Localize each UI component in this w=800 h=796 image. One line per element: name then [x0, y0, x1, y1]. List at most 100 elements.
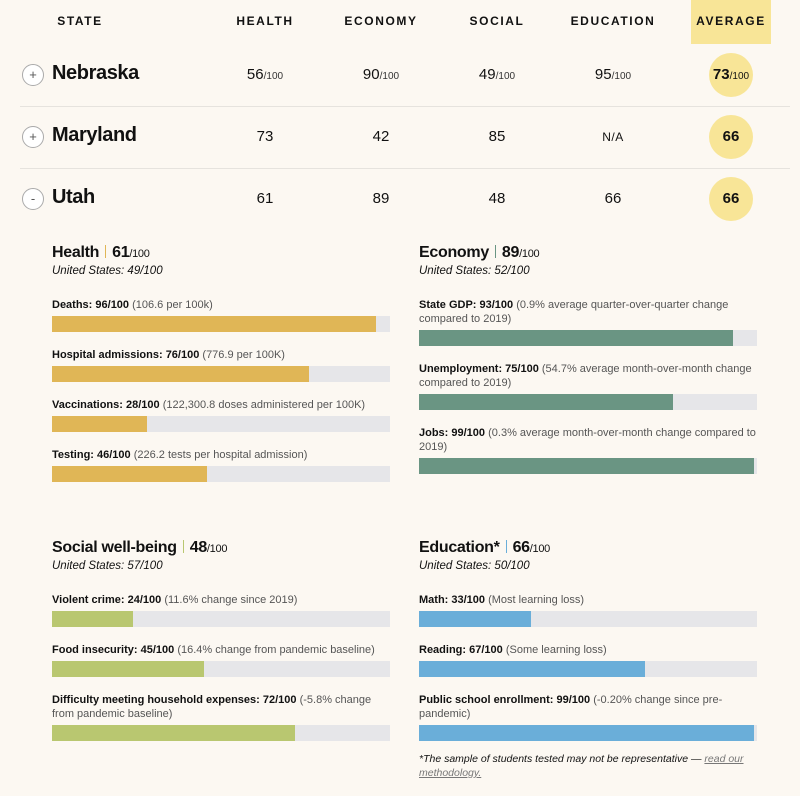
- metric-bar-track: [419, 394, 757, 410]
- metric-name: Difficulty meeting household expenses: 7…: [52, 694, 297, 706]
- metric-label: Reading: 67/100 (Some learning loss): [419, 643, 757, 657]
- metric-name: Reading: 67/100: [419, 644, 503, 656]
- out-of: /100: [519, 248, 540, 260]
- out-of: /100: [729, 71, 750, 82]
- metric-bar-fill: [419, 394, 673, 410]
- metric-bar-fill: [419, 661, 646, 677]
- divider: [494, 245, 496, 258]
- category-name: Social well-being: [52, 539, 177, 556]
- education-score: 66: [558, 190, 668, 207]
- social-score: 49/100: [442, 66, 552, 83]
- metric-bar-fill: [419, 611, 531, 627]
- metric-item: Hospital admissions: 76/100 (776.9 per 1…: [52, 348, 390, 382]
- category-score: 48: [189, 539, 208, 556]
- table-row[interactable]: + Maryland 73 42 85 N/A 66: [20, 106, 790, 169]
- metric-bar-track: [52, 611, 390, 627]
- metric-bar-fill: [52, 611, 134, 627]
- expand-button[interactable]: +: [22, 64, 44, 86]
- education-value: 95: [594, 66, 612, 83]
- divider: [182, 540, 184, 553]
- metric-label: State GDP: 93/100 (0.9% average quarter-…: [419, 298, 757, 326]
- table-row[interactable]: + Nebraska 56/100 90/100 49/100 95/100 73/100: [20, 44, 790, 107]
- category-name: Economy: [419, 244, 489, 261]
- us-average: United States: 49/100: [52, 265, 163, 277]
- health-value: 56: [246, 66, 264, 83]
- state-name: Utah: [52, 186, 95, 208]
- metric-detail: (11.6% change since 2019): [164, 594, 298, 606]
- expand-button[interactable]: +: [22, 126, 44, 148]
- metric-label: Jobs: 99/100 (0.3% average month-over-mo…: [419, 426, 757, 454]
- social-value: 49: [478, 66, 496, 83]
- header-social[interactable]: SOCIAL: [469, 14, 525, 28]
- metric-bar-fill: [52, 466, 208, 482]
- metric-detail: (Some learning loss): [505, 644, 607, 656]
- metric-name: Hospital admissions: 76/100: [52, 349, 200, 361]
- out-of: /100: [206, 543, 228, 555]
- metric-bar-track: [52, 466, 390, 482]
- metric-item: State GDP: 93/100 (0.9% average quarter-…: [419, 298, 757, 346]
- out-of: /100: [129, 248, 150, 260]
- metric-bar-track: [52, 661, 390, 677]
- metric-label: Violent crime: 24/100 (11.6% change sinc…: [52, 593, 390, 607]
- metric-detail: (226.2 tests per hospital admission): [133, 449, 308, 461]
- economy-value: 89: [372, 190, 390, 207]
- state-name: Maryland: [52, 124, 137, 146]
- average-score-badge: 73/100: [709, 53, 753, 97]
- social-value: 48: [488, 190, 506, 207]
- metric-bar-track: [419, 458, 757, 474]
- category-name: Health: [52, 244, 100, 261]
- panel-title: Health 61/100: [52, 243, 390, 263]
- panel-title: Economy 89/100: [419, 243, 757, 263]
- metric-detail: (54.7% average month-over-month change c…: [419, 363, 752, 389]
- metric-bar-track: [419, 725, 757, 741]
- category-name: Education*: [419, 539, 500, 556]
- metric-name: Food insecurity: 45/100: [52, 644, 175, 656]
- us-average: United States: 52/100: [419, 265, 530, 277]
- metric-name: Unemployment: 75/100: [419, 363, 539, 375]
- health-score: 56/100: [210, 66, 320, 83]
- metric-name: Public school enrollment: 99/100: [419, 694, 591, 706]
- header-economy[interactable]: ECONOMY: [344, 14, 418, 28]
- metric-bar-fill: [52, 366, 309, 382]
- average-value: 66: [722, 190, 740, 207]
- header-education[interactable]: EDUCATION: [570, 14, 656, 28]
- metric-bar-fill: [52, 416, 147, 432]
- panel-title: Social well-being 48/100: [52, 538, 390, 558]
- out-of: /100: [379, 71, 400, 82]
- metric-name: Deaths: 96/100: [52, 299, 130, 311]
- economy-panel: Economy 89/100 United States: 52/100 Stat…: [419, 243, 757, 490]
- metric-label: Food insecurity: 45/100 (16.4% change fr…: [52, 643, 390, 657]
- us-average: United States: 50/100: [419, 560, 530, 572]
- collapse-button[interactable]: -: [22, 188, 44, 210]
- metric-item: Testing: 46/100 (226.2 tests per hospita…: [52, 448, 390, 482]
- header-average[interactable]: AVERAGE: [691, 0, 771, 44]
- metric-detail: (0.3% average month-over-month change co…: [419, 427, 756, 453]
- metric-detail: (776.9 per 100K): [202, 349, 285, 361]
- category-score: 89: [501, 244, 520, 261]
- economy-score: 89: [326, 190, 436, 207]
- metric-label: Unemployment: 75/100 (54.7% average mont…: [419, 362, 757, 390]
- methodology-link[interactable]: read our methodology.: [419, 753, 744, 779]
- header-health[interactable]: HEALTH: [236, 14, 294, 28]
- education-score: 95/100: [558, 66, 668, 83]
- metric-item: Difficulty meeting household expenses: 7…: [52, 693, 390, 741]
- us-average: United States: 57/100: [52, 560, 163, 572]
- category-score: 66: [512, 539, 531, 556]
- metric-name: Vaccinations: 28/100: [52, 399, 160, 411]
- metric-detail: (106.6 per 100k): [132, 299, 213, 311]
- metric-name: Testing: 46/100: [52, 449, 131, 461]
- metric-label: Math: 33/100 (Most learning loss): [419, 593, 757, 607]
- economy-score: 90/100: [326, 66, 436, 83]
- metric-bar-track: [419, 611, 757, 627]
- education-panel: Education* 66/100 United States: 50/100 M…: [419, 538, 757, 757]
- panel-title: Education* 66/100: [419, 538, 757, 558]
- footnote-text: *The sample of students tested may not b…: [419, 753, 705, 765]
- metric-item: Math: 33/100 (Most learning loss): [419, 593, 757, 627]
- table-row[interactable]: - Utah 61 89 48 66 66: [20, 168, 790, 230]
- metric-bar-fill: [419, 725, 754, 741]
- economy-score: 42: [326, 128, 436, 145]
- metric-bar-track: [419, 661, 757, 677]
- metric-label: Vaccinations: 28/100 (122,300.8 doses ad…: [52, 398, 390, 412]
- social-score: 48: [442, 190, 552, 207]
- metric-bar-track: [52, 416, 390, 432]
